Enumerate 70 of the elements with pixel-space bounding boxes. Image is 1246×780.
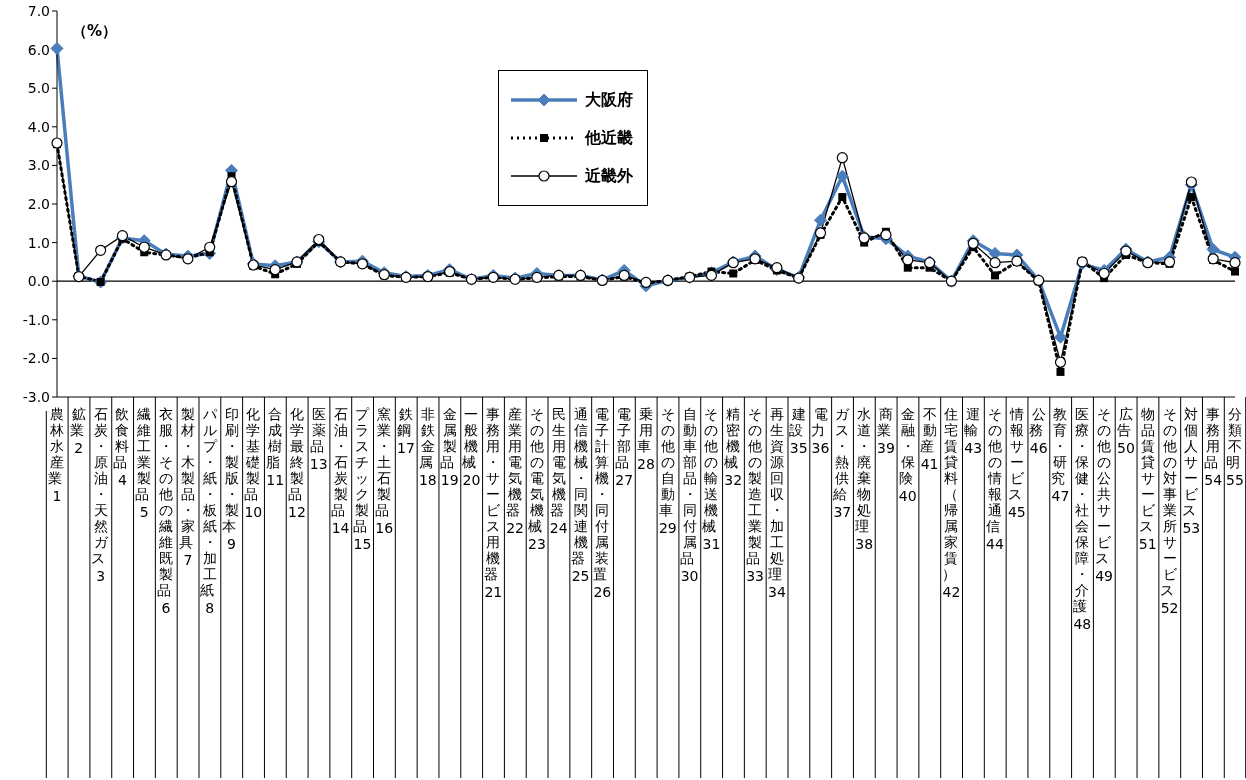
x-tick-label: 建設 35 [789,406,808,456]
y-tick-label: 1.0 [27,234,50,251]
y-axis-title: （%） [72,22,118,41]
x-tick-label: 鉄鋼 17 [396,406,416,456]
x-tick-label: 電子部品 27 [614,406,634,488]
x-tick-label: 教育・研究 47 [1051,406,1070,504]
category-label: 再生資源回収・加工処理 34 [767,406,786,600]
x-tick-label: ガス・熱供給 37 [832,406,852,520]
x-tick-label: 分類不明 55 [1225,406,1245,488]
x-tick-label: 化学最終製品 12 [287,406,307,520]
x-tick-label: 金属製品 19 [440,406,459,488]
x-tick-label: 繊維工業製品 5 [135,406,154,520]
x-tick-label: 不動産 41 [920,406,939,472]
category-label: その他の輸送機械 31 [702,406,721,552]
x-tick-label: 公務 46 [1029,406,1048,456]
x-tick-label: 一般機械 20 [462,406,481,488]
y-tick-label: 4.0 [27,118,50,135]
x-tick-label: 合成樹脂 11 [265,406,285,488]
category-label: 石炭・原油・天然ガス 3 [91,406,108,584]
category-label: 電子計算機・同付属装置 26 [593,406,612,600]
category-label: その他の電気機械 23 [527,406,546,552]
x-tick-label: 情報サービス 45 [1007,406,1027,520]
y-tick-label: 3.0 [27,157,50,174]
category-label: 衣服・その他の繊維既製品 6 [156,406,174,616]
y-tick-label: 6.0 [27,41,50,58]
x-tick-label: 産業用電気機器 22 [505,406,525,536]
x-tick-label: 医薬品 13 [309,406,328,472]
x-tick-label: 広告 50 [1116,406,1136,456]
legend-label: 大阪府 [585,89,633,111]
x-tick-label: 精密機械 32 [724,406,743,488]
y-tick-label: 7.0 [27,2,50,19]
category-label: パルプ・紙・板紙・加工紙 8 [200,406,217,616]
x-tick-label: 運輸 43 [964,406,983,456]
category-label: その他の製造工業製品 33 [745,406,764,584]
x-tick-label: 飲食料品 4 [113,406,132,488]
y-tick-label: 2.0 [27,195,50,212]
x-tick-label: 鉱業 2 [69,406,89,456]
category-label: 印刷・製版・製本 9 [222,406,239,552]
x-tick-label: 農林水産業 1 [47,406,67,504]
x-tick-label: その他の自動車 29 [658,406,678,536]
x-tick-label: 化学基礎製品 10 [244,406,263,520]
x-tick-label: 民生用電気機器 24 [549,406,568,536]
category-label: その他の情報通信 44 [985,406,1004,552]
y-tick-label: 5.0 [27,80,50,97]
category-label: 住宅賃貸料（帰属家賃） 42 [942,406,961,600]
category-label: 医療・保健・社会保障・介護 48 [1073,406,1092,632]
x-tick-label: 金融・保険 40 [898,406,917,504]
category-label: 通信機械・同関連機器 25 [571,406,590,584]
y-tick-label: -2.0 [22,350,50,367]
x-tick-label: 乗用車 28 [636,406,656,472]
category-label: その他の公共サービス 49 [1094,406,1114,584]
category-label: 製材・木製品・家具 7 [178,406,195,568]
category-label: 自動車部品・同付属品 30 [680,406,699,584]
x-tick-label: 石油・石炭製品 14 [331,406,350,536]
y-tick-label: -3.0 [22,388,50,405]
category-label: プラスチック製品 15 [353,406,372,552]
x-tick-label: 商業 39 [876,406,896,456]
y-tick-label: 0.0 [27,273,50,290]
x-tick-label: 事務用品 54 [1203,406,1223,488]
category-label: 物品賃貸サービス 51 [1138,406,1157,552]
x-tick-label: 対個人サービス 53 [1182,406,1201,536]
x-tick-label: 非鉄金属 18 [418,406,438,488]
category-label: その他の対事業所サービス 52 [1160,406,1179,616]
category-label: 事務用・サービス用機器 21 [484,406,503,600]
legend-label: 他近畿 [585,127,633,149]
category-label: 水道・廃棄物処理 38 [854,406,874,552]
legend-label: 近畿外 [585,165,633,187]
x-tick-label: 電力 36 [811,406,830,456]
x-tick-label: 窯業・土石製品 16 [375,406,394,536]
y-tick-label: -1.0 [22,311,50,328]
